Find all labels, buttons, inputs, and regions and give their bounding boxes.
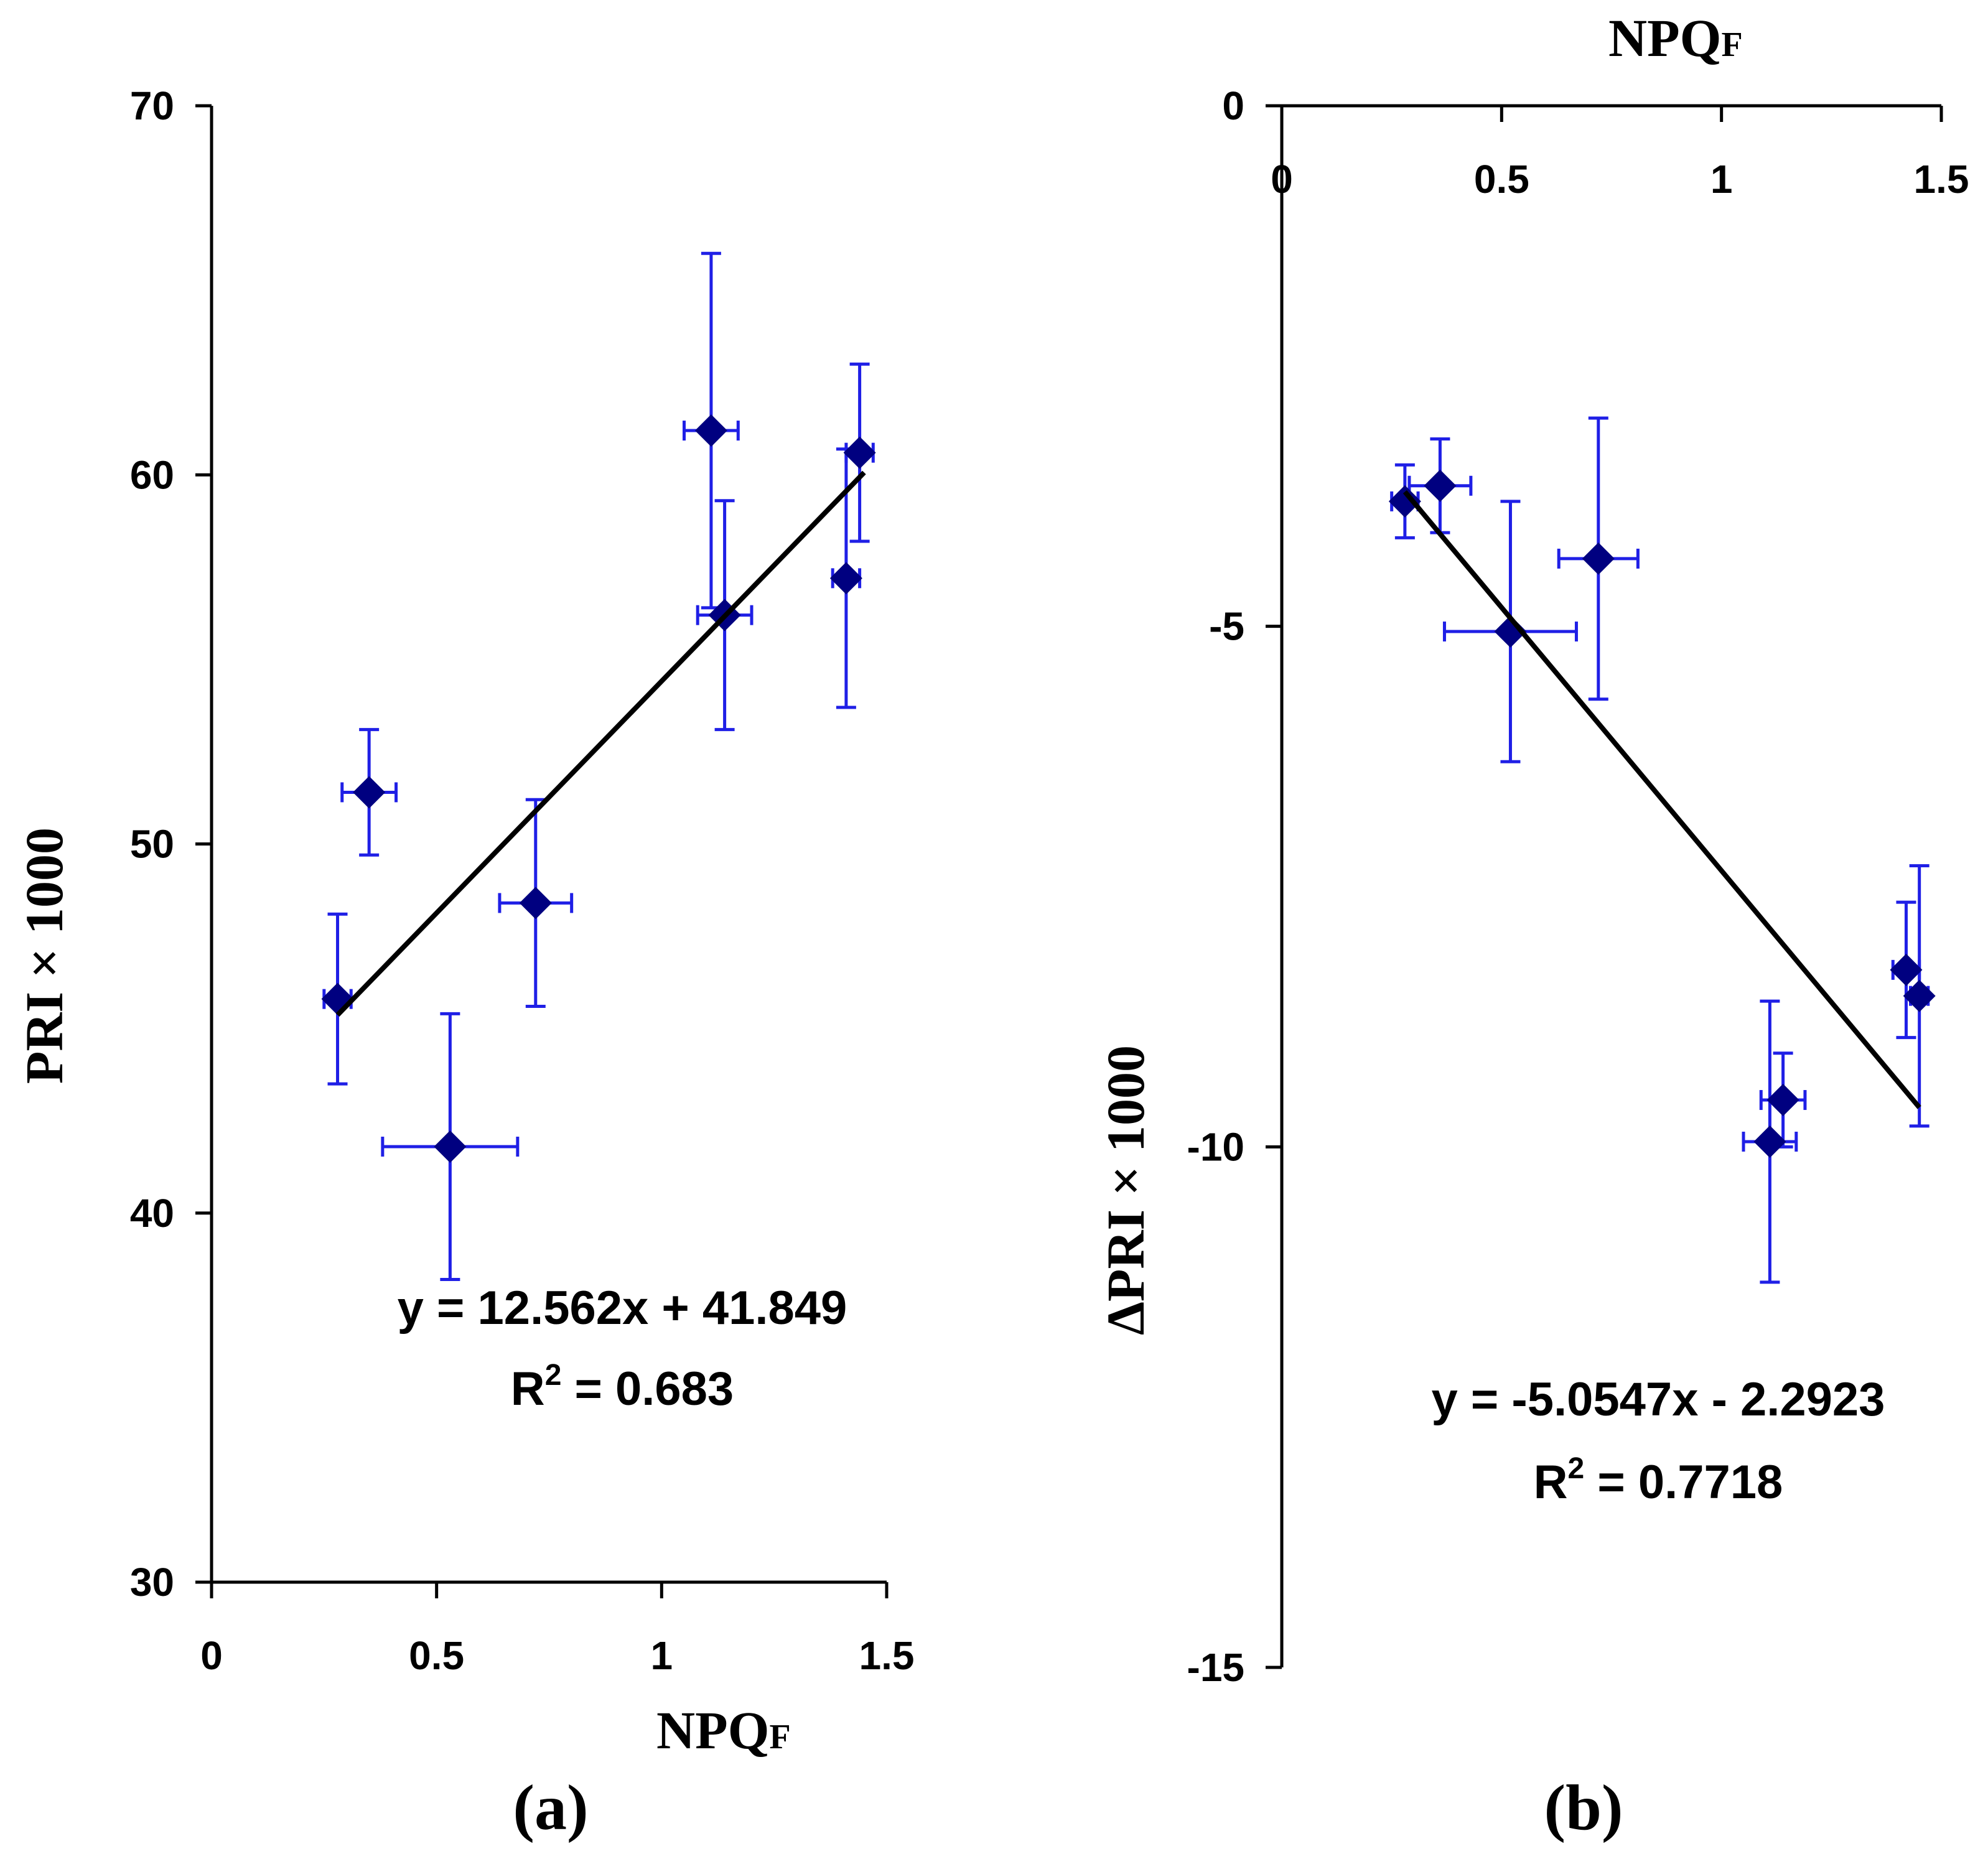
panel-a-data-points (321, 414, 876, 1163)
data-point-diamond (1766, 1084, 1799, 1117)
x-tick-label: 1 (651, 1633, 673, 1678)
x-tick-label: 1.5 (859, 1633, 915, 1678)
x-tick-label: 1.5 (1914, 157, 1969, 202)
data-point-diamond (519, 887, 552, 920)
y-tick-label: 70 (130, 83, 174, 128)
panel-b-label: (b) (1544, 1772, 1623, 1843)
y-tick-label: 50 (130, 822, 174, 867)
panel-b-data-points (1388, 469, 1936, 1158)
panel-a-x-ticks: 0 0.5 1 1.5 (200, 1582, 914, 1678)
data-point-diamond (434, 1130, 467, 1163)
panel-b-x-axis-title: NPQF (1608, 8, 1743, 68)
panel-a-r-squared: R2 = 0.683 (511, 1359, 734, 1415)
data-point-diamond (1388, 485, 1421, 518)
data-point-diamond (1890, 953, 1923, 986)
panel-a-label: (a) (513, 1772, 588, 1843)
y-tick-label: 40 (130, 1191, 174, 1236)
data-point-diamond (1582, 542, 1615, 575)
panel-b-trendline (1402, 490, 1921, 1109)
panel-b-equation: y = -5.0547x - 2.2923 (1432, 1373, 1885, 1426)
panel-b: -15 -10 -5 0 0 0.5 1 1.5 ΔPRI × 1000 NPQF y = … (1096, 8, 1969, 1843)
y-tick-label: 60 (130, 452, 174, 497)
x-tick-label: 1 (1710, 157, 1733, 202)
y-tick-label: 30 (130, 1560, 174, 1605)
x-tick-label: 0.5 (409, 1633, 464, 1678)
panel-a-error-bars (322, 251, 875, 1282)
data-point-diamond (1494, 615, 1527, 648)
panel-a-equation: y = 12.562x + 41.849 (398, 1282, 847, 1335)
data-point-diamond (843, 436, 876, 469)
panel-a-y-axis-title: PRI × 1000 (14, 827, 74, 1084)
panel-b-error-bars (1390, 416, 1930, 1284)
panel-a-y-ticks: 30 40 50 60 70 (130, 83, 212, 1605)
y-tick-label: -15 (1187, 1645, 1245, 1690)
panel-a: 30 40 50 60 70 0 0.5 1 1.5 PRI × 1000 NPQF y = … (14, 83, 914, 1843)
data-point-diamond (694, 414, 727, 447)
data-point-diamond (829, 562, 862, 595)
data-point-diamond (1424, 469, 1457, 502)
panel-b-r-squared: R2 = 0.7718 (1534, 1452, 1783, 1509)
panel-a-trendline (335, 470, 866, 1017)
data-point-diamond (353, 776, 386, 809)
panel-b-y-ticks: -15 -10 -5 0 (1187, 83, 1282, 1690)
panel-b-x-ticks: 0 0.5 1 1.5 (1271, 106, 1969, 202)
panel-a-x-axis-title: NPQF (656, 1700, 791, 1760)
data-point-diamond (1753, 1125, 1786, 1158)
y-tick-label: 0 (1222, 83, 1244, 128)
x-tick-label: 0 (200, 1633, 223, 1678)
y-tick-label: -10 (1187, 1124, 1245, 1169)
x-tick-label: 0 (1271, 157, 1293, 202)
panel-b-y-axis-title: ΔPRI × 1000 (1096, 1045, 1155, 1335)
x-tick-label: 0.5 (1474, 157, 1529, 202)
y-tick-label: -5 (1209, 604, 1244, 649)
data-point-diamond (321, 982, 354, 1015)
data-point-diamond (1903, 979, 1936, 1012)
